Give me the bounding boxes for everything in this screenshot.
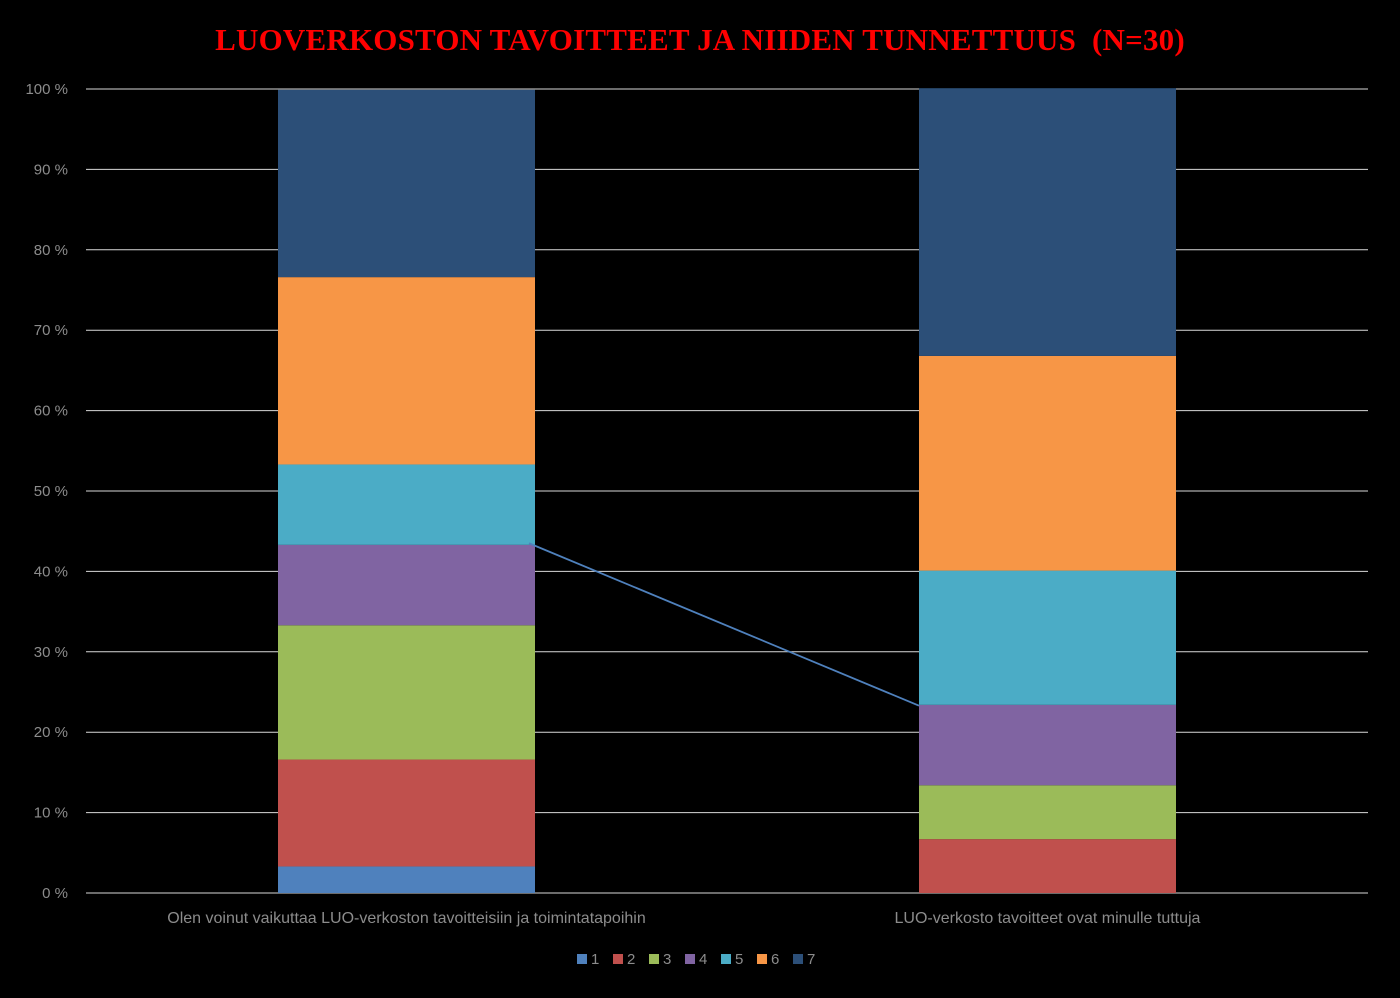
- x-category-label: Olen voinut vaikuttaa LUO-verkoston tavo…: [167, 910, 645, 927]
- legend-label: 2: [627, 951, 635, 968]
- y-tick-label: 90 %: [34, 161, 68, 178]
- y-tick-label: 80 %: [34, 242, 68, 259]
- legend-swatch-3: [649, 954, 659, 964]
- legend-swatch-1: [577, 954, 587, 964]
- legend-label: 6: [771, 951, 779, 968]
- legend-swatch-6: [757, 954, 767, 964]
- legend-swatch-5: [721, 954, 731, 964]
- legend: 1 2 3 4 5 6 7: [577, 951, 815, 968]
- y-tick-label: 70 %: [34, 322, 68, 339]
- bar-segment-6: [278, 277, 535, 465]
- y-tick-label: 10 %: [34, 805, 68, 822]
- y-tick-label: 60 %: [34, 403, 68, 420]
- bar-segment-5: [278, 464, 535, 545]
- bars: [278, 88, 1176, 893]
- bar-segment-6: [919, 355, 1176, 571]
- legend-swatch-4: [685, 954, 695, 964]
- bar-segment-4: [919, 704, 1176, 786]
- y-tick-label: 50 %: [34, 483, 68, 500]
- legend-swatch-2: [613, 954, 623, 964]
- bar-segment-5: [919, 570, 1176, 705]
- y-tick-label: 20 %: [34, 724, 68, 741]
- legend-label: 1: [591, 951, 599, 968]
- legend-label: 3: [663, 951, 671, 968]
- y-tick-label: 0 %: [42, 885, 68, 902]
- legend-label: 4: [699, 951, 707, 968]
- legend-label: 7: [807, 951, 815, 968]
- bar-segment-1: [278, 866, 535, 893]
- bar-segment-7: [919, 88, 1176, 356]
- y-tick-label: 100 %: [25, 81, 68, 98]
- bar-segment-2: [278, 759, 535, 867]
- y-tick-label: 40 %: [34, 563, 68, 580]
- bar-segment-7: [278, 89, 535, 278]
- bar-segment-3: [278, 625, 535, 760]
- connector-line: [528, 542, 920, 707]
- y-tick-label: 30 %: [34, 644, 68, 661]
- connector-lines: [528, 542, 920, 707]
- bar-segment-4: [278, 544, 535, 626]
- x-category-label: LUO-verkosto tavoitteet ovat minulle tut…: [895, 910, 1201, 927]
- y-axis-tick-labels: 0 % 10 % 20 % 30 % 40 % 50 % 60 % 70 % 80 % 90 % 1…: [25, 81, 68, 902]
- x-axis-category-labels: Olen voinut vaikuttaa LUO-verkoston tavo…: [167, 910, 1200, 927]
- chart-title: LUOVERKOSTON TAVOITTEET JA NIIDEN TUNNET…: [215, 22, 1185, 57]
- bar-segment-3: [919, 785, 1176, 840]
- legend-swatch-7: [793, 954, 803, 964]
- bar-segment-2: [919, 839, 1176, 893]
- legend-label: 5: [735, 951, 743, 968]
